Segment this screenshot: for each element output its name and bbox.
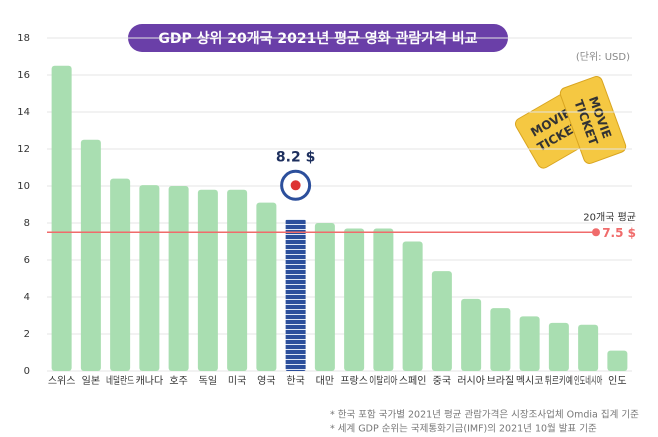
x-tick-label: 일본	[82, 375, 100, 387]
y-tick-label: 2	[24, 329, 30, 340]
y-tick-label: 0	[24, 366, 30, 377]
bar	[402, 241, 423, 371]
x-tick-label: 튀르키예	[545, 375, 573, 387]
bar	[578, 324, 599, 371]
note: * 한국 포함 국가별 2021년 평균 관람가격은 시장조사업체 Omdia …	[330, 409, 639, 421]
x-tick-label: 네덜란드	[106, 375, 134, 387]
average-dot	[592, 228, 600, 237]
y-tick-label: 8	[24, 218, 30, 229]
ticket: MOVIE TICKET	[559, 76, 627, 164]
x-tick-label: 멕시코	[516, 375, 544, 387]
x-tick-label: 스위스	[48, 374, 76, 387]
bar	[285, 219, 306, 371]
bar	[227, 189, 248, 371]
bar	[461, 298, 482, 371]
x-tick-label: 영국	[257, 375, 275, 387]
bar	[110, 178, 131, 371]
bar	[373, 228, 394, 371]
value-label: 8.2 $	[276, 149, 315, 165]
bar	[168, 186, 189, 371]
y-tick-label: 14	[17, 107, 30, 118]
x-tick-label: 캐나다	[136, 375, 164, 387]
x-tick-label: 스페인	[399, 375, 427, 387]
y-tick-label: 18	[17, 33, 30, 44]
x-tick-label: 브라질	[487, 375, 515, 387]
x-tick-label: 미국	[228, 375, 246, 387]
y-tick-label: 4	[24, 292, 30, 303]
x-tick-label: 이탈리아	[369, 374, 397, 387]
x-tick-label: 독일	[199, 375, 217, 387]
bar	[197, 189, 218, 371]
average-value-label: 7.5 $	[602, 226, 636, 240]
y-tick-label: 10	[17, 181, 30, 192]
x-tick-label: 한국	[286, 375, 304, 387]
x-tick-label: 러시아	[457, 375, 485, 387]
bar	[548, 322, 569, 371]
note: * 세계 GDP 순위는 국제통화기금(IMF)의 2021년 10월 발표 기…	[330, 423, 597, 435]
x-tick-label: 호주	[169, 375, 187, 387]
x-tick-label: 인도	[608, 375, 626, 387]
x-tick-label: 중국	[433, 375, 451, 387]
bar	[431, 271, 452, 371]
bar	[607, 350, 628, 371]
average-label: 20개국 평균	[583, 211, 636, 223]
x-tick-label: 인도네시아	[574, 375, 602, 387]
y-tick-label: 6	[24, 255, 30, 266]
bar	[519, 316, 540, 371]
bar	[344, 228, 365, 371]
bar	[80, 139, 101, 371]
unit-label: (단위: USD)	[576, 50, 630, 63]
bar	[139, 185, 160, 371]
y-tick-label: 16	[17, 70, 30, 81]
bar	[490, 308, 511, 371]
y-tick-label: 12	[17, 144, 30, 155]
bar	[51, 65, 72, 371]
bar	[256, 202, 277, 371]
bar	[314, 223, 335, 371]
flag-emblem	[290, 180, 301, 191]
x-tick-label: 대만	[316, 375, 334, 387]
x-tick-label: 프랑스	[340, 375, 368, 387]
